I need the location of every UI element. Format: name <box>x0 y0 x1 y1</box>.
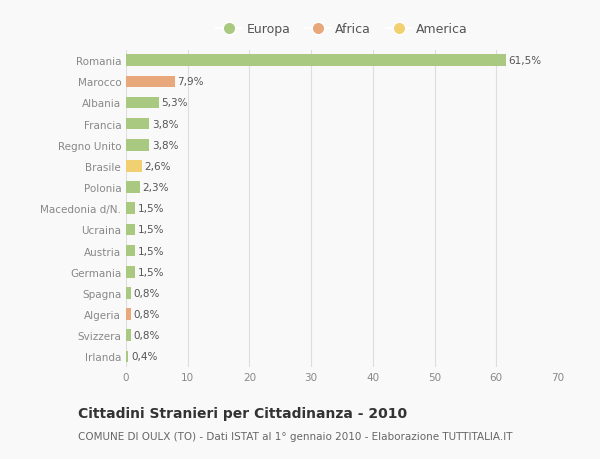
Text: 1,5%: 1,5% <box>138 204 164 214</box>
Bar <box>126 55 506 67</box>
Legend: Europa, Africa, America: Europa, Africa, America <box>211 18 473 41</box>
Text: 2,6%: 2,6% <box>145 162 171 172</box>
Bar <box>126 224 135 236</box>
Text: Cittadini Stranieri per Cittadinanza - 2010: Cittadini Stranieri per Cittadinanza - 2… <box>78 406 407 420</box>
Text: 0,8%: 0,8% <box>133 288 160 298</box>
Text: 0,8%: 0,8% <box>133 309 160 319</box>
Bar <box>126 308 131 320</box>
Text: 7,9%: 7,9% <box>177 77 204 87</box>
Text: 0,4%: 0,4% <box>131 352 157 362</box>
Bar <box>126 76 175 88</box>
Text: 2,3%: 2,3% <box>143 183 169 193</box>
Text: 1,5%: 1,5% <box>138 246 164 256</box>
Bar <box>126 203 135 215</box>
Bar <box>126 161 142 173</box>
Text: 3,8%: 3,8% <box>152 140 178 151</box>
Bar <box>126 245 135 257</box>
Text: COMUNE DI OULX (TO) - Dati ISTAT al 1° gennaio 2010 - Elaborazione TUTTITALIA.IT: COMUNE DI OULX (TO) - Dati ISTAT al 1° g… <box>78 431 512 442</box>
Text: 61,5%: 61,5% <box>508 56 541 66</box>
Bar <box>126 182 140 194</box>
Text: 1,5%: 1,5% <box>138 225 164 235</box>
Text: 5,3%: 5,3% <box>161 98 188 108</box>
Bar <box>126 97 159 109</box>
Text: 0,8%: 0,8% <box>133 330 160 341</box>
Bar <box>126 266 135 278</box>
Bar <box>126 118 149 130</box>
Bar <box>126 140 149 151</box>
Text: 1,5%: 1,5% <box>138 267 164 277</box>
Bar <box>126 351 128 363</box>
Bar <box>126 330 131 341</box>
Text: 3,8%: 3,8% <box>152 119 178 129</box>
Bar <box>126 287 131 299</box>
